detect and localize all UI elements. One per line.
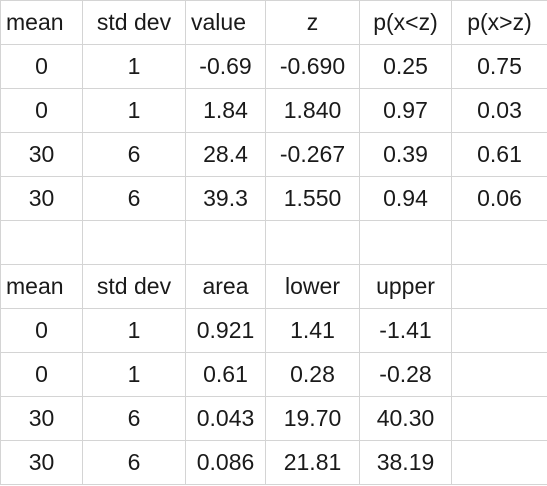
cell[interactable]: 0.61 [185,352,266,397]
empty-row [0,220,547,265]
table2-row: 0 1 0.921 1.41 -1.41 [0,308,547,353]
table2-row: 30 6 0.086 21.81 38.19 [0,440,547,485]
cell[interactable]: 0.75 [451,44,547,89]
table1-header-row: mean std dev value z p(x<z) p(x>z) [0,0,547,45]
cell[interactable]: -0.28 [359,352,452,397]
header-cell-z[interactable]: z [265,0,360,45]
header-cell-mean[interactable]: mean [0,0,83,45]
cell[interactable]: 1 [82,88,186,133]
header-cell-value[interactable]: value [185,0,266,45]
cell[interactable] [451,308,547,353]
header-cell-std-dev[interactable]: std dev [82,264,186,309]
empty-cell[interactable] [359,220,452,265]
header-cell-p-less[interactable]: p(x<z) [359,0,452,45]
cell[interactable]: -0.690 [265,44,360,89]
table1-row: 30 6 28.4 -0.267 0.39 0.61 [0,132,547,177]
cell[interactable]: 21.81 [265,440,360,485]
cell[interactable]: 0.39 [359,132,452,177]
empty-cell[interactable] [185,220,266,265]
empty-cell[interactable] [451,220,547,265]
cell[interactable]: 0 [0,44,83,89]
cell[interactable]: 0 [0,308,83,353]
table2-header-row: mean std dev area lower upper [0,264,547,309]
cell[interactable]: 1 [82,308,186,353]
empty-cell[interactable] [0,220,83,265]
header-cell-std-dev[interactable]: std dev [82,0,186,45]
cell[interactable]: 6 [82,396,186,441]
cell[interactable]: 38.19 [359,440,452,485]
table2-row: 30 6 0.043 19.70 40.30 [0,396,547,441]
cell[interactable]: 28.4 [185,132,266,177]
cell[interactable]: 6 [82,440,186,485]
cell[interactable]: 30 [0,396,83,441]
cell[interactable]: 1.840 [265,88,360,133]
cell[interactable]: -0.267 [265,132,360,177]
cell[interactable]: 30 [0,176,83,221]
cell[interactable]: 0 [0,352,83,397]
cell[interactable]: 0.28 [265,352,360,397]
cell[interactable]: 1 [82,352,186,397]
cell[interactable]: 6 [82,132,186,177]
cell[interactable]: 0.61 [451,132,547,177]
cell[interactable]: 1.84 [185,88,266,133]
header-cell-area[interactable]: area [185,264,266,309]
table1-row: 0 1 1.84 1.840 0.97 0.03 [0,88,547,133]
cell[interactable]: 0.06 [451,176,547,221]
cell[interactable]: 0.921 [185,308,266,353]
header-cell-upper[interactable]: upper [359,264,452,309]
empty-cell[interactable] [451,264,547,309]
cell[interactable]: 1.550 [265,176,360,221]
cell[interactable]: 0.94 [359,176,452,221]
cell[interactable]: 0.03 [451,88,547,133]
cell[interactable]: 39.3 [185,176,266,221]
table1-row: 0 1 -0.69 -0.690 0.25 0.75 [0,44,547,89]
cell[interactable]: 0 [0,88,83,133]
empty-cell[interactable] [265,220,360,265]
cell[interactable]: -1.41 [359,308,452,353]
cell[interactable]: 19.70 [265,396,360,441]
cell[interactable] [451,352,547,397]
cell[interactable]: 40.30 [359,396,452,441]
cell[interactable]: 0.043 [185,396,266,441]
header-cell-lower[interactable]: lower [265,264,360,309]
table1-row: 30 6 39.3 1.550 0.94 0.06 [0,176,547,221]
cell[interactable] [451,440,547,485]
cell[interactable]: -0.69 [185,44,266,89]
empty-cell[interactable] [82,220,186,265]
cell[interactable]: 1 [82,44,186,89]
cell[interactable] [451,396,547,441]
cell[interactable]: 1.41 [265,308,360,353]
cell[interactable]: 0.25 [359,44,452,89]
cell[interactable]: 30 [0,132,83,177]
header-cell-p-greater[interactable]: p(x>z) [451,0,547,45]
cell[interactable]: 6 [82,176,186,221]
cell[interactable]: 0.086 [185,440,266,485]
table2-row: 0 1 0.61 0.28 -0.28 [0,352,547,397]
cell[interactable]: 0.97 [359,88,452,133]
cell[interactable]: 30 [0,440,83,485]
header-cell-mean[interactable]: mean [0,264,83,309]
